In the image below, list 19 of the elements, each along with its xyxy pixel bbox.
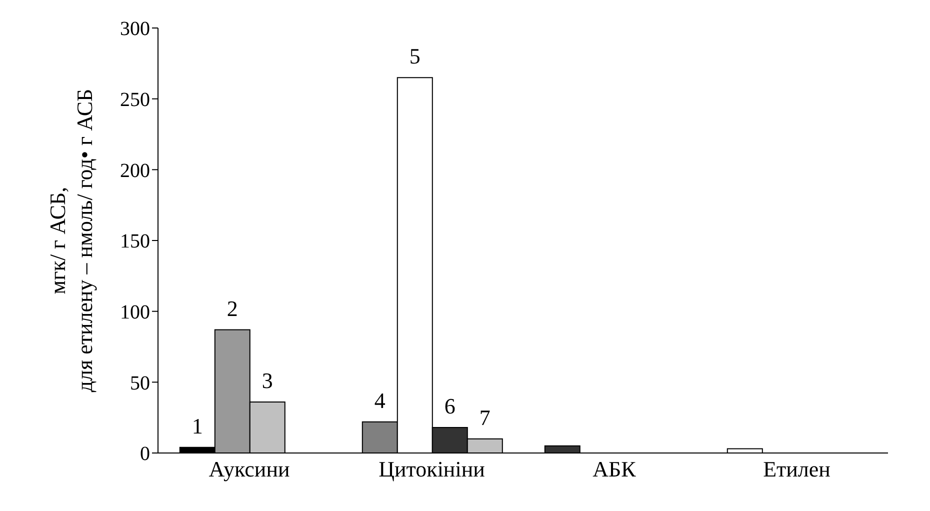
- x-tick-label: Етилен: [763, 456, 831, 482]
- y-tick-label: 100: [120, 301, 150, 324]
- y-tick-label: 200: [120, 160, 150, 182]
- annotation: 1: [192, 413, 203, 438]
- annotation: 3: [262, 368, 273, 393]
- y-tick-label: 250: [120, 88, 150, 111]
- x-tick-label: Цитокініни: [378, 456, 486, 482]
- x-tick-label: АБК: [592, 456, 636, 482]
- y-axis-title: мгк/ г АСБ, для етилену – нмоль/ год• г АСБ: [45, 88, 97, 392]
- y-tick-label: 50: [130, 372, 150, 394]
- annotation: 7: [479, 404, 490, 430]
- annotation: 5: [409, 44, 420, 69]
- y-tick-label: 300: [120, 18, 150, 40]
- y-tick-label: 0: [140, 443, 150, 466]
- annotation: 4: [374, 388, 386, 413]
- annotation: 2: [226, 296, 238, 321]
- annotation: 6: [444, 394, 456, 418]
- x-tick-label: Ауксини: [208, 456, 290, 482]
- y-tick-label: 150: [120, 230, 150, 253]
